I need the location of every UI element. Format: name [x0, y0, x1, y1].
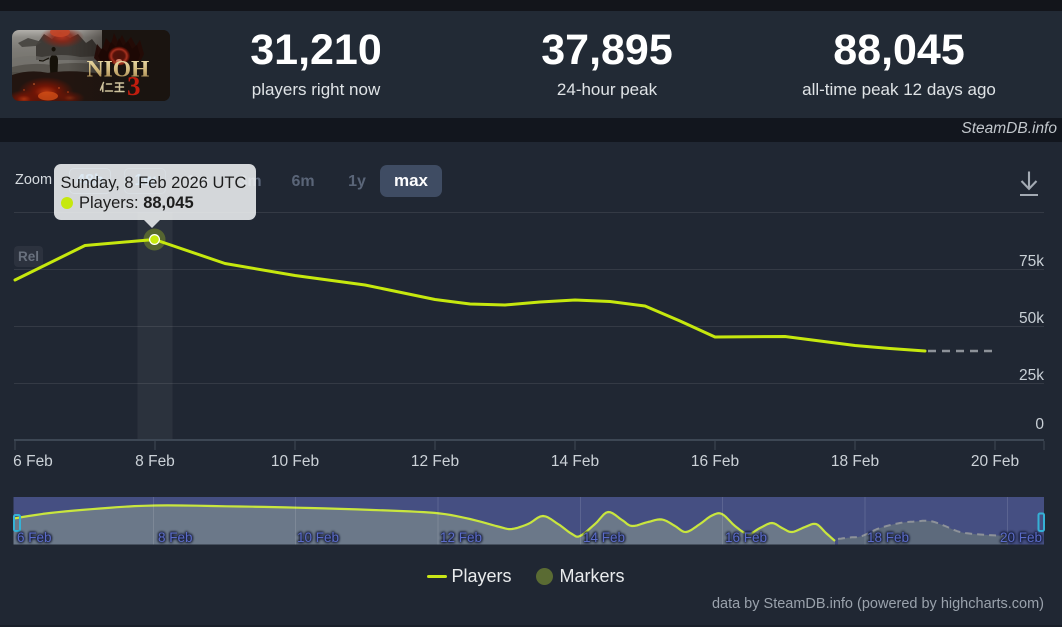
svg-text:3: 3	[127, 71, 141, 101]
svg-text:NIOH: NIOH	[87, 57, 150, 83]
